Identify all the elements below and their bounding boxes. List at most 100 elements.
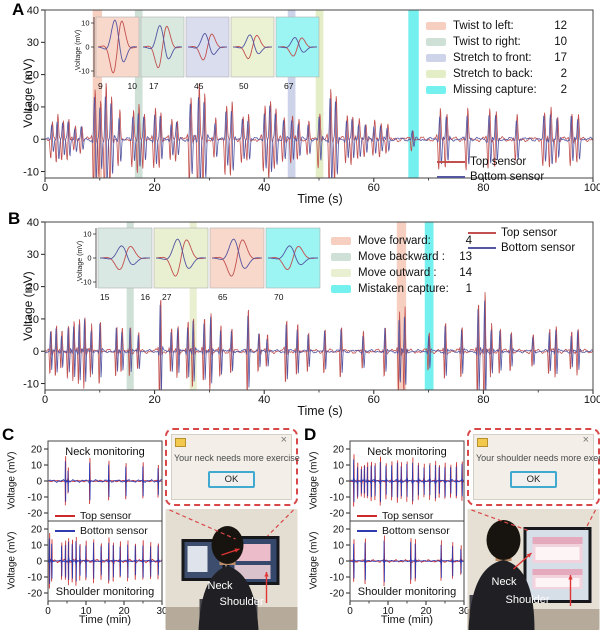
ok-button[interactable]: OK [509,471,558,488]
inset-x-tick: 16 [141,292,151,302]
x-tick-label: 40 [258,182,270,194]
photo-label-shoulder: Shoulder [220,596,264,608]
event-band [126,222,134,390]
panel-a-label: A [12,0,25,19]
line-legend-swatch [437,176,465,178]
line-legend-swatch [55,530,75,532]
line-legend-swatch [357,515,377,517]
ok-button[interactable]: OK [207,471,256,488]
legend-label: Twist to left: [453,20,514,32]
legend-swatch [331,237,351,245]
inset-x-tick: 65 [218,292,228,302]
y-tick-label: 0 [36,557,42,568]
panel-b-inset: Voltage (mV) 10 0 -10 15 16 27 65 70 [74,223,322,314]
y-tick-label: 20 [333,445,345,456]
inset-x-tick: 10 [128,81,138,91]
inset-waveform [278,37,318,53]
y-tick-label: -20 [28,509,43,520]
x-tick-label: 20 [420,606,432,617]
inset-y-tick: 10 [81,19,89,28]
inset-chart: Voltage (mV) 10 0 -10 9 10 17 45 50 67 [75,16,320,91]
y-tick-label: 0 [33,346,39,358]
photo-label-neck: Neck [208,580,234,592]
app-icon [175,438,186,447]
panel-c-alert-callout: × Your neck needs more exercise OK [165,428,300,506]
y-tick-label: 30 [27,37,39,49]
person-head [211,526,244,564]
line-legend-item: Top sensor [437,156,544,168]
event-band [134,10,143,178]
inset-waveform [143,24,182,60]
signal-bottom-sensor [350,459,464,503]
photo-label-shoulder: Shoulder [506,594,550,606]
line-legend-label: Top sensor [501,227,558,239]
y-tick-label: 0 [338,557,344,568]
legend-count: 10 [554,36,567,48]
line-legend-swatch [437,161,465,163]
inset-y-tick: 0 [87,254,91,263]
x-tick-label: 100 [584,394,600,406]
inset-waveform [98,19,138,63]
inset-x-tick: 15 [100,292,110,302]
callout-dash-line [267,509,294,537]
close-icon[interactable]: × [582,434,589,446]
inset-waveform [156,238,206,269]
inset-waveform [99,245,150,266]
line-legend-item: Bottom sensor [468,242,575,254]
panel-d-alert-callout: × Your shoulder needs more exercise OK [467,428,600,506]
app-icon [477,438,488,447]
line-legend-label: Bottom sensor [501,242,576,254]
line-legend-swatch [357,530,377,532]
y-tick-label: 0 [33,134,39,146]
y-tick-label: -10 [330,493,345,504]
x-tick-label: 10 [382,606,394,617]
inset-x-tick: 17 [149,81,159,91]
x-tick-label: 0 [42,394,48,406]
panel-c-shoulder-ylabel: Voltage (mV) [6,531,18,590]
inset-x-tick: 50 [239,81,249,91]
panel-c: C 20 10 0 -10 -20 0 10 20 30 20 10 0 -10 -20 Neck mon… [0,425,300,630]
x-tick-label: 0 [347,606,353,617]
panel-d-label: D [304,425,317,444]
legend-item: Mistaken capture: 1 [331,283,472,295]
legend-swatch [426,54,446,62]
x-tick-label: 10 [80,606,92,617]
line-legend-item: Bottom sensor [357,525,450,537]
inset-waveform [212,238,262,269]
signal-bottom-sensor [48,461,162,502]
callout-dash-line [169,509,236,540]
line-legend-label: Top sensor [470,156,527,168]
signal-bottom-sensor [45,300,593,390]
close-icon[interactable]: × [280,434,287,446]
panel-b-ylabel: Voltage (mV) [21,271,35,341]
line-legend-label: Top sensor [382,510,434,522]
y-tick-label: 20 [31,525,43,536]
x-tick-label: 40 [258,394,270,406]
x-tick-label: 20 [118,606,130,617]
signal-top-sensor [350,535,464,587]
y-tick-label: 10 [27,102,39,114]
arrow-head-icon [264,572,269,577]
line-legend-label: Bottom sensor [470,171,545,183]
legend-count: 13 [459,251,472,263]
legend-item: Move forward: 4 [331,235,472,247]
panel-a-event-legend: Twist to left: 12 Twist to right: 10 Stretch… [426,20,567,96]
panel-d-shoulder-title: Shoulder monitoring [357,586,457,598]
callout-dash-line [471,509,530,532]
x-tick-label: 0 [42,182,48,194]
y-tick-label: -10 [23,166,39,178]
panel-d-neck-title: Neck monitoring [367,446,447,458]
legend-count: 1 [465,283,472,295]
panel-a-line-legend: Top sensor Bottom sensor [437,156,544,183]
panel-a-xlabel: Time (s) [297,192,343,206]
y-tick-label: 40 [27,217,39,229]
legend-label: Twist to right: [453,36,521,48]
y-tick-label: 10 [31,461,43,472]
legend-label: Stretch to back: [453,68,533,80]
inset-ylabel: Voltage (mV) [75,30,82,70]
alert-message: Your shoulder needs more exercise [476,453,600,463]
legend-item: Move backward : 13 [331,251,472,263]
inset-waveform [232,34,272,55]
